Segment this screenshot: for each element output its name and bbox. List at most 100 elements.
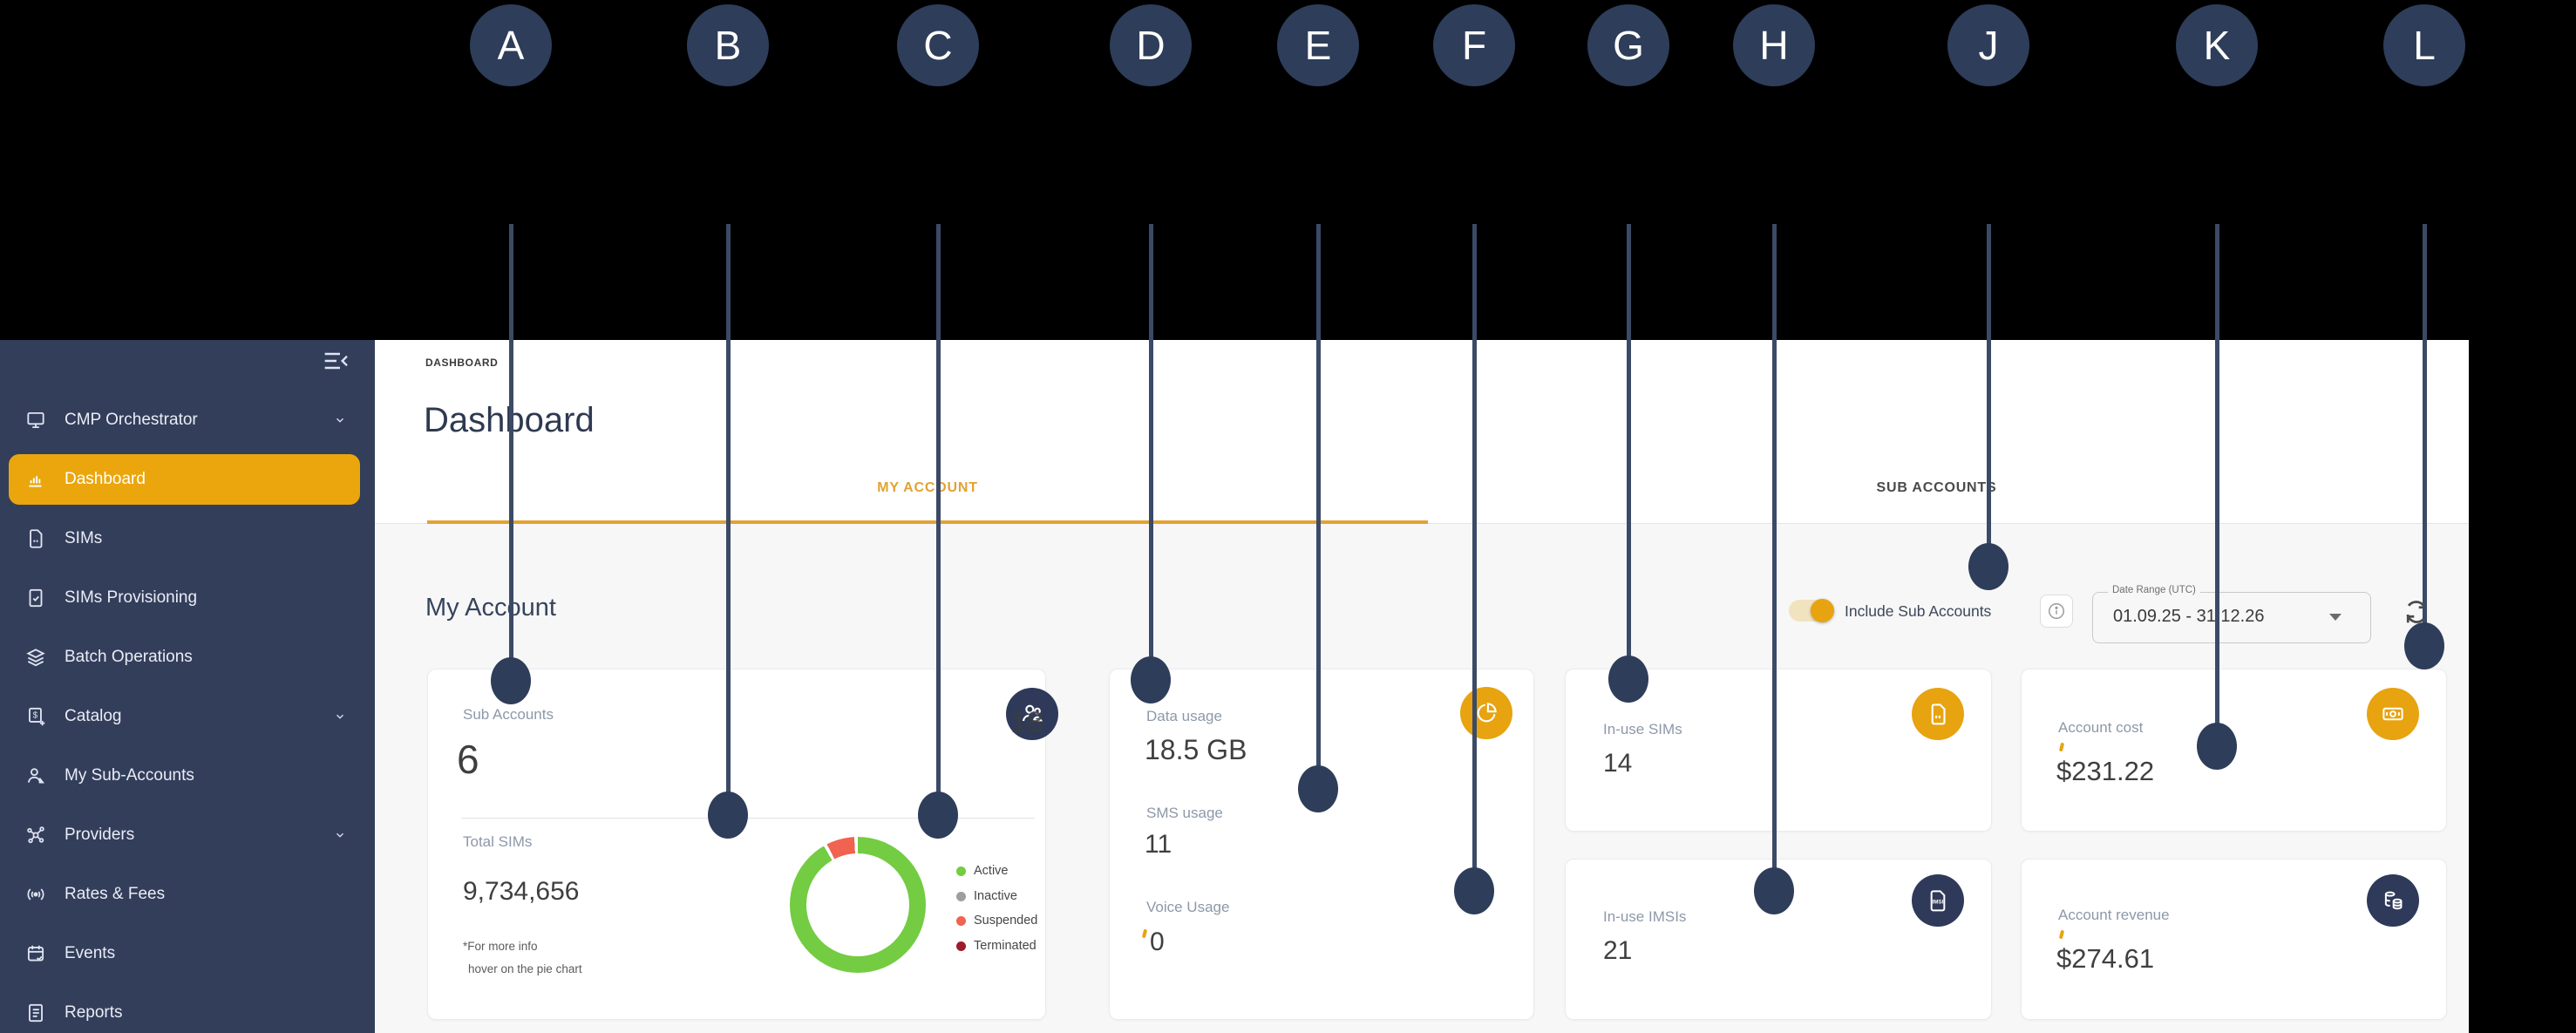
sim-card-icon [1912, 688, 1964, 740]
sidebar-item-label: Dashboard [65, 470, 146, 488]
in-use-imsis-label: In-use IMSIs [1603, 908, 1687, 925]
section-title: My Account [425, 594, 556, 622]
dashboard-chart-icon [24, 466, 51, 493]
sidebar-item-label: Batch Operations [65, 648, 193, 666]
sidebar-item-events[interactable]: Events [0, 924, 375, 983]
imsi-badge-text: IMSI [1933, 899, 1944, 905]
sim-card-icon [24, 526, 51, 552]
account-cost-value: $231.22 [2056, 756, 2155, 786]
banknote-icon [2367, 688, 2419, 740]
marker-dot-L [2404, 622, 2444, 669]
marker-letter-A: A [470, 4, 552, 86]
marker-dot-G [1608, 656, 1648, 703]
pie-chart-icon [1460, 687, 1512, 739]
sims-status-donut-chart[interactable] [790, 837, 926, 973]
person-icon [24, 763, 51, 789]
marker-dot-F [1454, 867, 1494, 914]
date-range-value: 01.09.25 - 31.12.26 [2113, 607, 2265, 626]
marker-line-B [726, 224, 731, 815]
marker-letter-F: F [1433, 4, 1515, 86]
orange-tick-icon [1141, 928, 1148, 939]
marker-letter-E: E [1277, 4, 1359, 86]
legend-dot-suspended [956, 915, 966, 926]
marker-letter-L: L [2383, 4, 2465, 86]
catalog-icon: $ [24, 703, 51, 730]
page-title: Dashboard [424, 401, 595, 440]
marker-line-G [1627, 224, 1631, 679]
usage-card: Data usage 18.5 GB SMS usage 11 Voice Us… [1109, 669, 1534, 1020]
sidebar-item-label: Events [65, 944, 116, 962]
marker-dot-J [1968, 543, 2008, 590]
sidebar-item-label: Rates & Fees [65, 885, 166, 903]
sidebar-item-dashboard[interactable]: Dashboard [9, 454, 360, 505]
report-icon [24, 1000, 51, 1026]
date-range-field[interactable] [2092, 592, 2371, 643]
sidebar-item-sims-provisioning[interactable]: SIMs Provisioning [0, 568, 375, 628]
marker-line-C [936, 224, 941, 815]
marker-letter-H: H [1733, 4, 1815, 86]
data-usage-value: 18.5 GB [1145, 734, 1247, 765]
marker-dot-H [1754, 867, 1794, 914]
marker-line-K [2215, 224, 2219, 746]
caret-down-icon[interactable] [2329, 614, 2342, 621]
marker-letter-K: K [2176, 4, 2258, 86]
doc-check-icon [24, 585, 51, 611]
sidebar-item-reports[interactable]: Reports [0, 983, 375, 1033]
legend-dot-terminated [956, 941, 966, 951]
sidebar-item-batch-operations[interactable]: Batch Operations [0, 628, 375, 687]
marker-line-E [1316, 224, 1321, 789]
date-range-label: Date Range (UTC) [2108, 585, 2200, 595]
sidebar-item-label: SIMs Provisioning [65, 588, 198, 607]
layers-icon [24, 644, 51, 670]
pie-note-line1: *For more info [463, 940, 538, 953]
coins-icon [2367, 874, 2419, 927]
sidebar-item-label: CMP Orchestrator [65, 411, 198, 429]
calendar-check-icon [24, 941, 51, 967]
sidebar-item-label: My Sub-Accounts [65, 766, 194, 785]
marker-line-D [1149, 224, 1153, 680]
sub-accounts-value: 6 [457, 737, 479, 782]
legend-dot-inactive [956, 891, 966, 901]
marker-dot-A [491, 657, 531, 704]
tab-sub-accounts[interactable]: SUB ACCOUNTS [1876, 480, 1997, 495]
in-use-sims-label: In-use SIMs [1603, 721, 1682, 737]
sidebar-item-providers[interactable]: Providers [0, 805, 375, 865]
voice-usage-label: Voice Usage [1146, 899, 1230, 915]
sidebar: CMP Orchestrator Dashboard SIMs [0, 340, 375, 1033]
pie-note-line2: hover on the pie chart [468, 962, 582, 975]
overlay-number: 18 [1010, 706, 1043, 739]
in-use-imsis-value: 21 [1603, 936, 1633, 965]
sidebar-item-catalog[interactable]: $ Catalog [0, 687, 375, 746]
info-button[interactable] [2040, 595, 2073, 628]
active-tab-underline [427, 520, 1428, 524]
account-revenue-label: Account revenue [2058, 907, 2170, 923]
sms-usage-label: SMS usage [1146, 805, 1223, 821]
sidebar-item-label: SIMs [65, 529, 103, 547]
chevron-down-icon [333, 829, 347, 841]
sidebar-item-sims[interactable]: SIMs [0, 509, 375, 568]
marker-line-A [509, 224, 513, 681]
marker-letter-J: J [1947, 4, 2029, 86]
marker-dot-K [2197, 723, 2237, 770]
network-icon [24, 822, 51, 848]
content-header-background [375, 340, 2469, 524]
sidebar-item-rates-fees[interactable]: Rates & Fees [0, 865, 375, 924]
toggle-label: Include Sub Accounts [1845, 602, 1992, 620]
sub-accounts-total-sims-card: Sub Accounts 6 18 Total SIMs 9,734,656 *… [427, 669, 1058, 1020]
sidebar-item-cmp-orchestrator[interactable]: CMP Orchestrator [0, 391, 375, 450]
marker-dot-B [708, 792, 748, 839]
tab-my-account[interactable]: MY ACCOUNT [877, 480, 978, 495]
sidebar-item-label: Reports [65, 1003, 123, 1022]
sub-accounts-icon [1006, 688, 1058, 740]
monitor-icon [24, 407, 51, 433]
svg-text:$: $ [33, 711, 38, 721]
marker-dot-C [918, 792, 958, 839]
sidebar-collapse-icon[interactable] [323, 350, 350, 371]
account-revenue-value: $274.61 [2056, 943, 2155, 974]
sidebar-item-my-sub-accounts[interactable]: My Sub-Accounts [0, 746, 375, 805]
toggle-knob[interactable] [1811, 599, 1834, 622]
sms-usage-value: 11 [1145, 830, 1172, 859]
sub-accounts-label: Sub Accounts [463, 706, 554, 723]
marker-letter-G: G [1587, 4, 1669, 86]
